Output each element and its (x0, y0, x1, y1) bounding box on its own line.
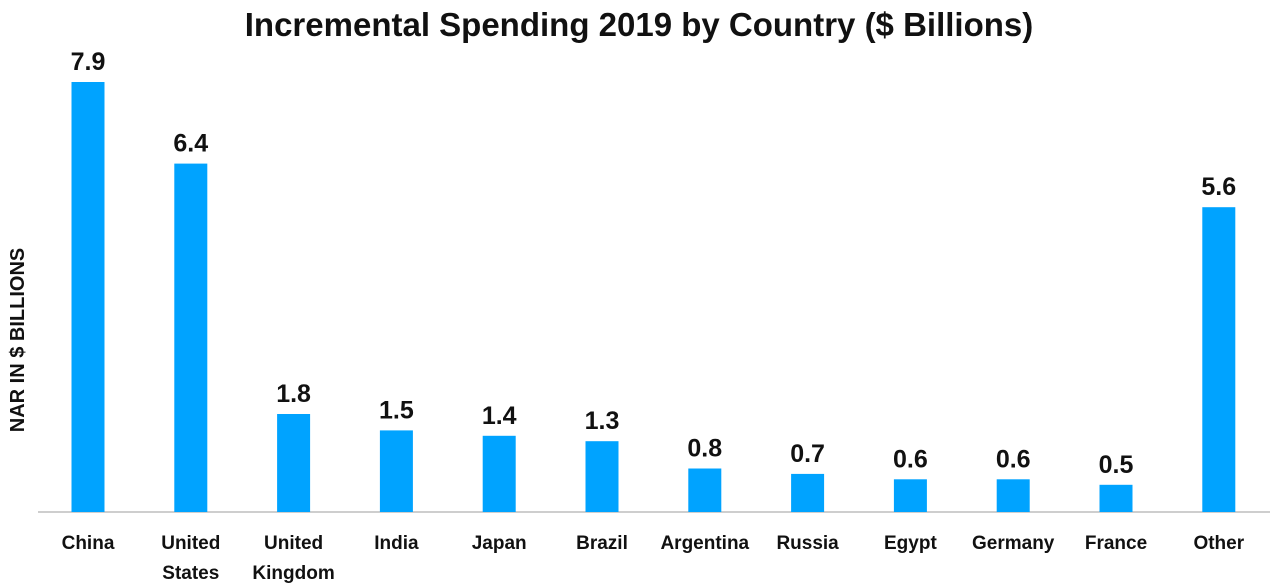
x-tick-label: Egypt (884, 533, 937, 554)
data-label: 0.7 (790, 440, 825, 468)
x-tick-label: United (161, 533, 220, 554)
bar (379, 430, 413, 512)
data-label: 1.4 (482, 402, 517, 430)
bar (1202, 207, 1236, 512)
data-label: 1.3 (585, 407, 620, 435)
x-tick-label: China (62, 533, 115, 554)
data-label: 0.6 (996, 445, 1031, 473)
chart-title: Incremental Spending 2019 by Country ($ … (245, 6, 1034, 43)
x-tick-label: States (162, 563, 219, 584)
x-tick-label: Kingdom (252, 563, 334, 584)
x-tick-label: India (374, 533, 419, 554)
bar (482, 435, 516, 512)
bar (996, 479, 1030, 512)
bar (893, 479, 927, 512)
bar (174, 163, 208, 512)
x-tick-label: France (1085, 533, 1147, 554)
data-label: 0.8 (687, 435, 722, 463)
x-tick-label: Other (1193, 533, 1244, 554)
y-axis-label: NAR IN $ BILLIONS (7, 248, 29, 432)
bar (277, 414, 311, 512)
x-tick-label: Brazil (576, 533, 628, 554)
data-label: 1.5 (379, 396, 414, 424)
x-tick-label: Japan (472, 533, 527, 554)
bar (688, 468, 722, 512)
data-label: 1.8 (276, 380, 311, 408)
x-tick-label: Germany (972, 533, 1055, 554)
x-tick-label: United (264, 533, 323, 554)
data-label: 0.6 (893, 445, 928, 473)
bar (791, 473, 825, 512)
x-tick-label: Russia (776, 533, 839, 554)
bar-series: 7.9 China 6.4 United States 1.8 United Kingdom 1… (62, 48, 1245, 584)
data-label: 5.6 (1201, 173, 1236, 201)
x-tick-label: Argentina (660, 533, 749, 554)
data-label: 7.9 (71, 48, 106, 76)
bar (71, 82, 105, 512)
data-label: 0.5 (1099, 451, 1134, 479)
bar (1099, 484, 1133, 512)
bar (585, 441, 619, 512)
data-label: 6.4 (173, 130, 208, 158)
